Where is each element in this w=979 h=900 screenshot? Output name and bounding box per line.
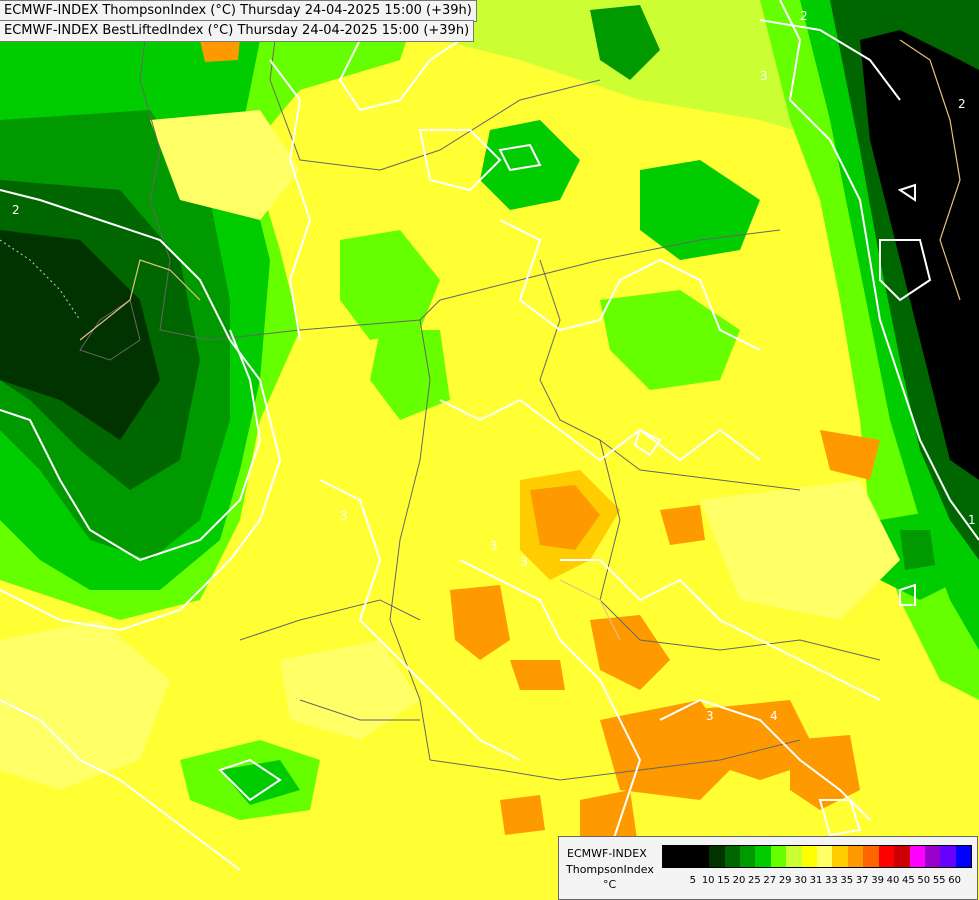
pale-yellow-1 [150, 110, 300, 220]
legend-swatch [709, 846, 725, 867]
legend-swatch [817, 846, 833, 867]
orange-patch-2 [530, 485, 600, 550]
green-blob-6 [370, 330, 450, 420]
legend-swatch [770, 846, 787, 867]
black-zone-east [860, 30, 979, 480]
contour-label: 3 [760, 69, 768, 83]
legend-swatch [894, 846, 910, 867]
legend-tick-label: 55 [932, 875, 946, 886]
header-best-lifted-index: ECMWF-INDEX BestLiftedIndex (°C) Thursda… [0, 20, 475, 42]
contour-label: 2 [958, 97, 966, 111]
deep-green-west [0, 230, 160, 440]
legend-swatch [693, 846, 710, 867]
legend-swatch [724, 846, 741, 867]
orange-patch-10 [510, 660, 565, 690]
legend-swatch [909, 846, 925, 867]
header-thompson-index: ECMWF-INDEX ThompsonIndex (°C) Thursday … [0, 0, 477, 22]
legend-tick-label: 33 [825, 875, 838, 886]
green-blob-1 [480, 120, 580, 210]
legend-swatch [663, 846, 679, 867]
legend-tick-label: 37 [855, 875, 869, 886]
green-blob-8 [220, 760, 300, 805]
contour-label: 1 [968, 513, 976, 527]
legend-swatch [924, 846, 941, 867]
legend-tick-label: 60 [948, 875, 961, 886]
legend-tick-label: 31 [809, 875, 823, 886]
green-blob-3 [340, 230, 440, 340]
legend-tick-label: 39 [871, 875, 884, 886]
legend-swatch [832, 846, 848, 867]
zero-dotted-contour [0, 239, 81, 321]
legend-swatch [955, 846, 972, 867]
legend-tick-label: 29 [778, 875, 792, 886]
coastline [79, 39, 961, 641]
legend-tick-label: 30 [794, 875, 807, 886]
orange-patch-3 [450, 585, 510, 660]
contour-label: 3 [340, 509, 348, 523]
legend-swatches [662, 845, 972, 868]
legend-tick-label: 5 [689, 875, 696, 886]
legend-swatch [678, 846, 694, 867]
legend-title: ECMWF-INDEX [567, 847, 647, 860]
pale-yellow-4 [280, 640, 420, 740]
legend-tick-label: 27 [763, 875, 777, 886]
legend-swatch [878, 846, 895, 867]
legend-swatch [940, 846, 956, 867]
orange-patch-8 [820, 430, 880, 480]
legend-swatch [863, 846, 879, 867]
legend-tick-label: 25 [748, 875, 761, 886]
pale-yellow-2 [0, 620, 170, 790]
legend-swatch [740, 846, 756, 867]
legend-tick-label: 10 [701, 875, 715, 886]
legend-ticks: 5 10 15 20 25 27 29 30 31 33 35 37 39 40 45 50 55 60 [662, 875, 970, 889]
orange-patch-4 [590, 615, 670, 690]
country-borders [79, 0, 881, 781]
contour-label: 3 [490, 539, 498, 553]
green-blob-5 [590, 5, 660, 80]
legend-tick-label: 35 [840, 875, 854, 886]
legend-tick-label: 20 [732, 875, 746, 886]
orange-patch-6 [690, 700, 820, 780]
contour-label: 4 [770, 709, 778, 723]
green-blob-10 [900, 530, 935, 570]
pale-yellow-3 [700, 480, 900, 620]
orange-patch-12 [200, 38, 240, 62]
legend-swatch [847, 846, 864, 867]
contour-labels: 2 3 2 3 3 3 4 3 1 2 [12, 9, 976, 723]
orange-patch-9 [660, 505, 705, 545]
legend-tick-label: 15 [717, 875, 730, 886]
legend-unit: °C [603, 878, 617, 891]
legend-swatch [801, 846, 818, 867]
contour-label: 2 [800, 9, 808, 23]
green-blob-2 [640, 160, 760, 260]
contour-label: 2 [12, 203, 20, 217]
green-blob-4 [600, 290, 740, 390]
legend-tick-label: 45 [902, 875, 915, 886]
legend-swatch [786, 846, 802, 867]
legend-swatch [755, 846, 771, 867]
lifted-index-contours [0, 0, 979, 881]
color-legend: ECMWF-INDEX ThompsonIndex °C 5 10 15 20 25 27… [558, 836, 978, 900]
contour-label: 3 [520, 555, 528, 569]
legend-tick-label: 50 [917, 875, 931, 886]
legend-subtitle: ThompsonIndex [566, 863, 654, 876]
contour-label: 3 [706, 709, 714, 723]
orange-patch-13 [500, 795, 545, 835]
legend-tick-label: 40 [886, 875, 900, 886]
